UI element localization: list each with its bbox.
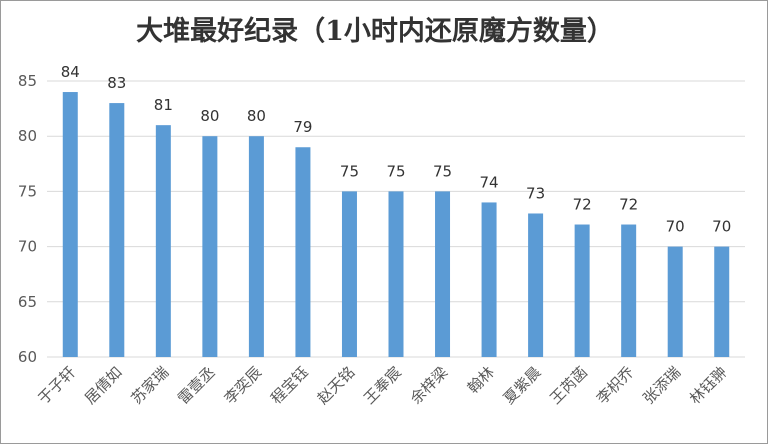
data-label: 70 <box>712 218 731 236</box>
x-tick-label: 林钰翀 <box>686 363 731 408</box>
x-tick-label: 张添瑞 <box>639 363 684 408</box>
bar <box>341 191 357 357</box>
bar <box>481 202 497 357</box>
data-labels: 84 83 81 80 80 79 75 75 75 74 73 72 72 70 70 <box>61 63 732 236</box>
y-tick-label: 75 <box>18 182 37 200</box>
y-tick-label: 65 <box>18 293 37 311</box>
x-tick-label: 雷壹丞 <box>174 363 219 408</box>
data-label: 75 <box>433 162 452 180</box>
bar <box>295 147 311 357</box>
data-label: 79 <box>293 118 312 136</box>
x-tick-label: 赵天铭 <box>314 363 359 408</box>
bar <box>109 103 125 357</box>
x-tick-label: 余梓梁 <box>407 363 452 408</box>
x-tick-label: 居倩如 <box>81 363 126 408</box>
bar <box>388 191 404 357</box>
x-tick-label: 王芮菡 <box>546 363 591 408</box>
x-tick-label: 翰林 <box>464 363 498 397</box>
x-tick-label: 程宝钰 <box>267 363 312 408</box>
x-tick-label: 王奉宸 <box>360 363 405 408</box>
chart-title: 大堆最好纪录（1小时内还原魔方数量） <box>136 15 614 47</box>
bar <box>621 224 637 357</box>
bar <box>62 92 78 357</box>
y-tick-label: 60 <box>18 348 37 366</box>
data-label: 75 <box>386 162 405 180</box>
data-label: 80 <box>200 107 219 125</box>
x-tick-label: 夏紫晨 <box>500 363 545 408</box>
bar <box>248 136 264 357</box>
data-label: 84 <box>61 63 80 81</box>
data-label: 73 <box>526 184 545 202</box>
x-tick-label: 于子轩 <box>35 363 80 408</box>
x-tick-label: 苏家瑞 <box>128 363 173 408</box>
bar <box>574 224 590 357</box>
bar <box>202 136 218 357</box>
data-label: 72 <box>573 196 592 214</box>
bar <box>667 246 683 357</box>
bar <box>714 246 730 357</box>
data-label: 75 <box>340 162 359 180</box>
data-label: 83 <box>107 74 126 92</box>
bar <box>435 191 451 357</box>
y-tick-label: 85 <box>18 72 37 90</box>
bar <box>155 125 171 357</box>
data-label: 74 <box>480 173 499 191</box>
x-tick-label: 李枳乔 <box>593 363 638 408</box>
x-axis-labels: 于子轩 居倩如 苏家瑞 雷壹丞 李奕辰 程宝钰 赵天铭 王奉宸 余梓梁 翰林 夏紫晨 王芮菡 李枳乔 张添… <box>35 363 731 408</box>
x-tick-label: 李奕辰 <box>221 363 266 408</box>
data-label: 70 <box>666 218 685 236</box>
data-label: 81 <box>154 96 173 114</box>
y-axis-ticks: 60 65 70 75 80 85 <box>18 72 37 366</box>
data-label: 80 <box>247 107 266 125</box>
bars <box>62 92 730 357</box>
y-tick-label: 80 <box>18 127 37 145</box>
data-label: 72 <box>619 196 638 214</box>
bar <box>528 213 544 357</box>
y-tick-label: 70 <box>18 238 37 256</box>
